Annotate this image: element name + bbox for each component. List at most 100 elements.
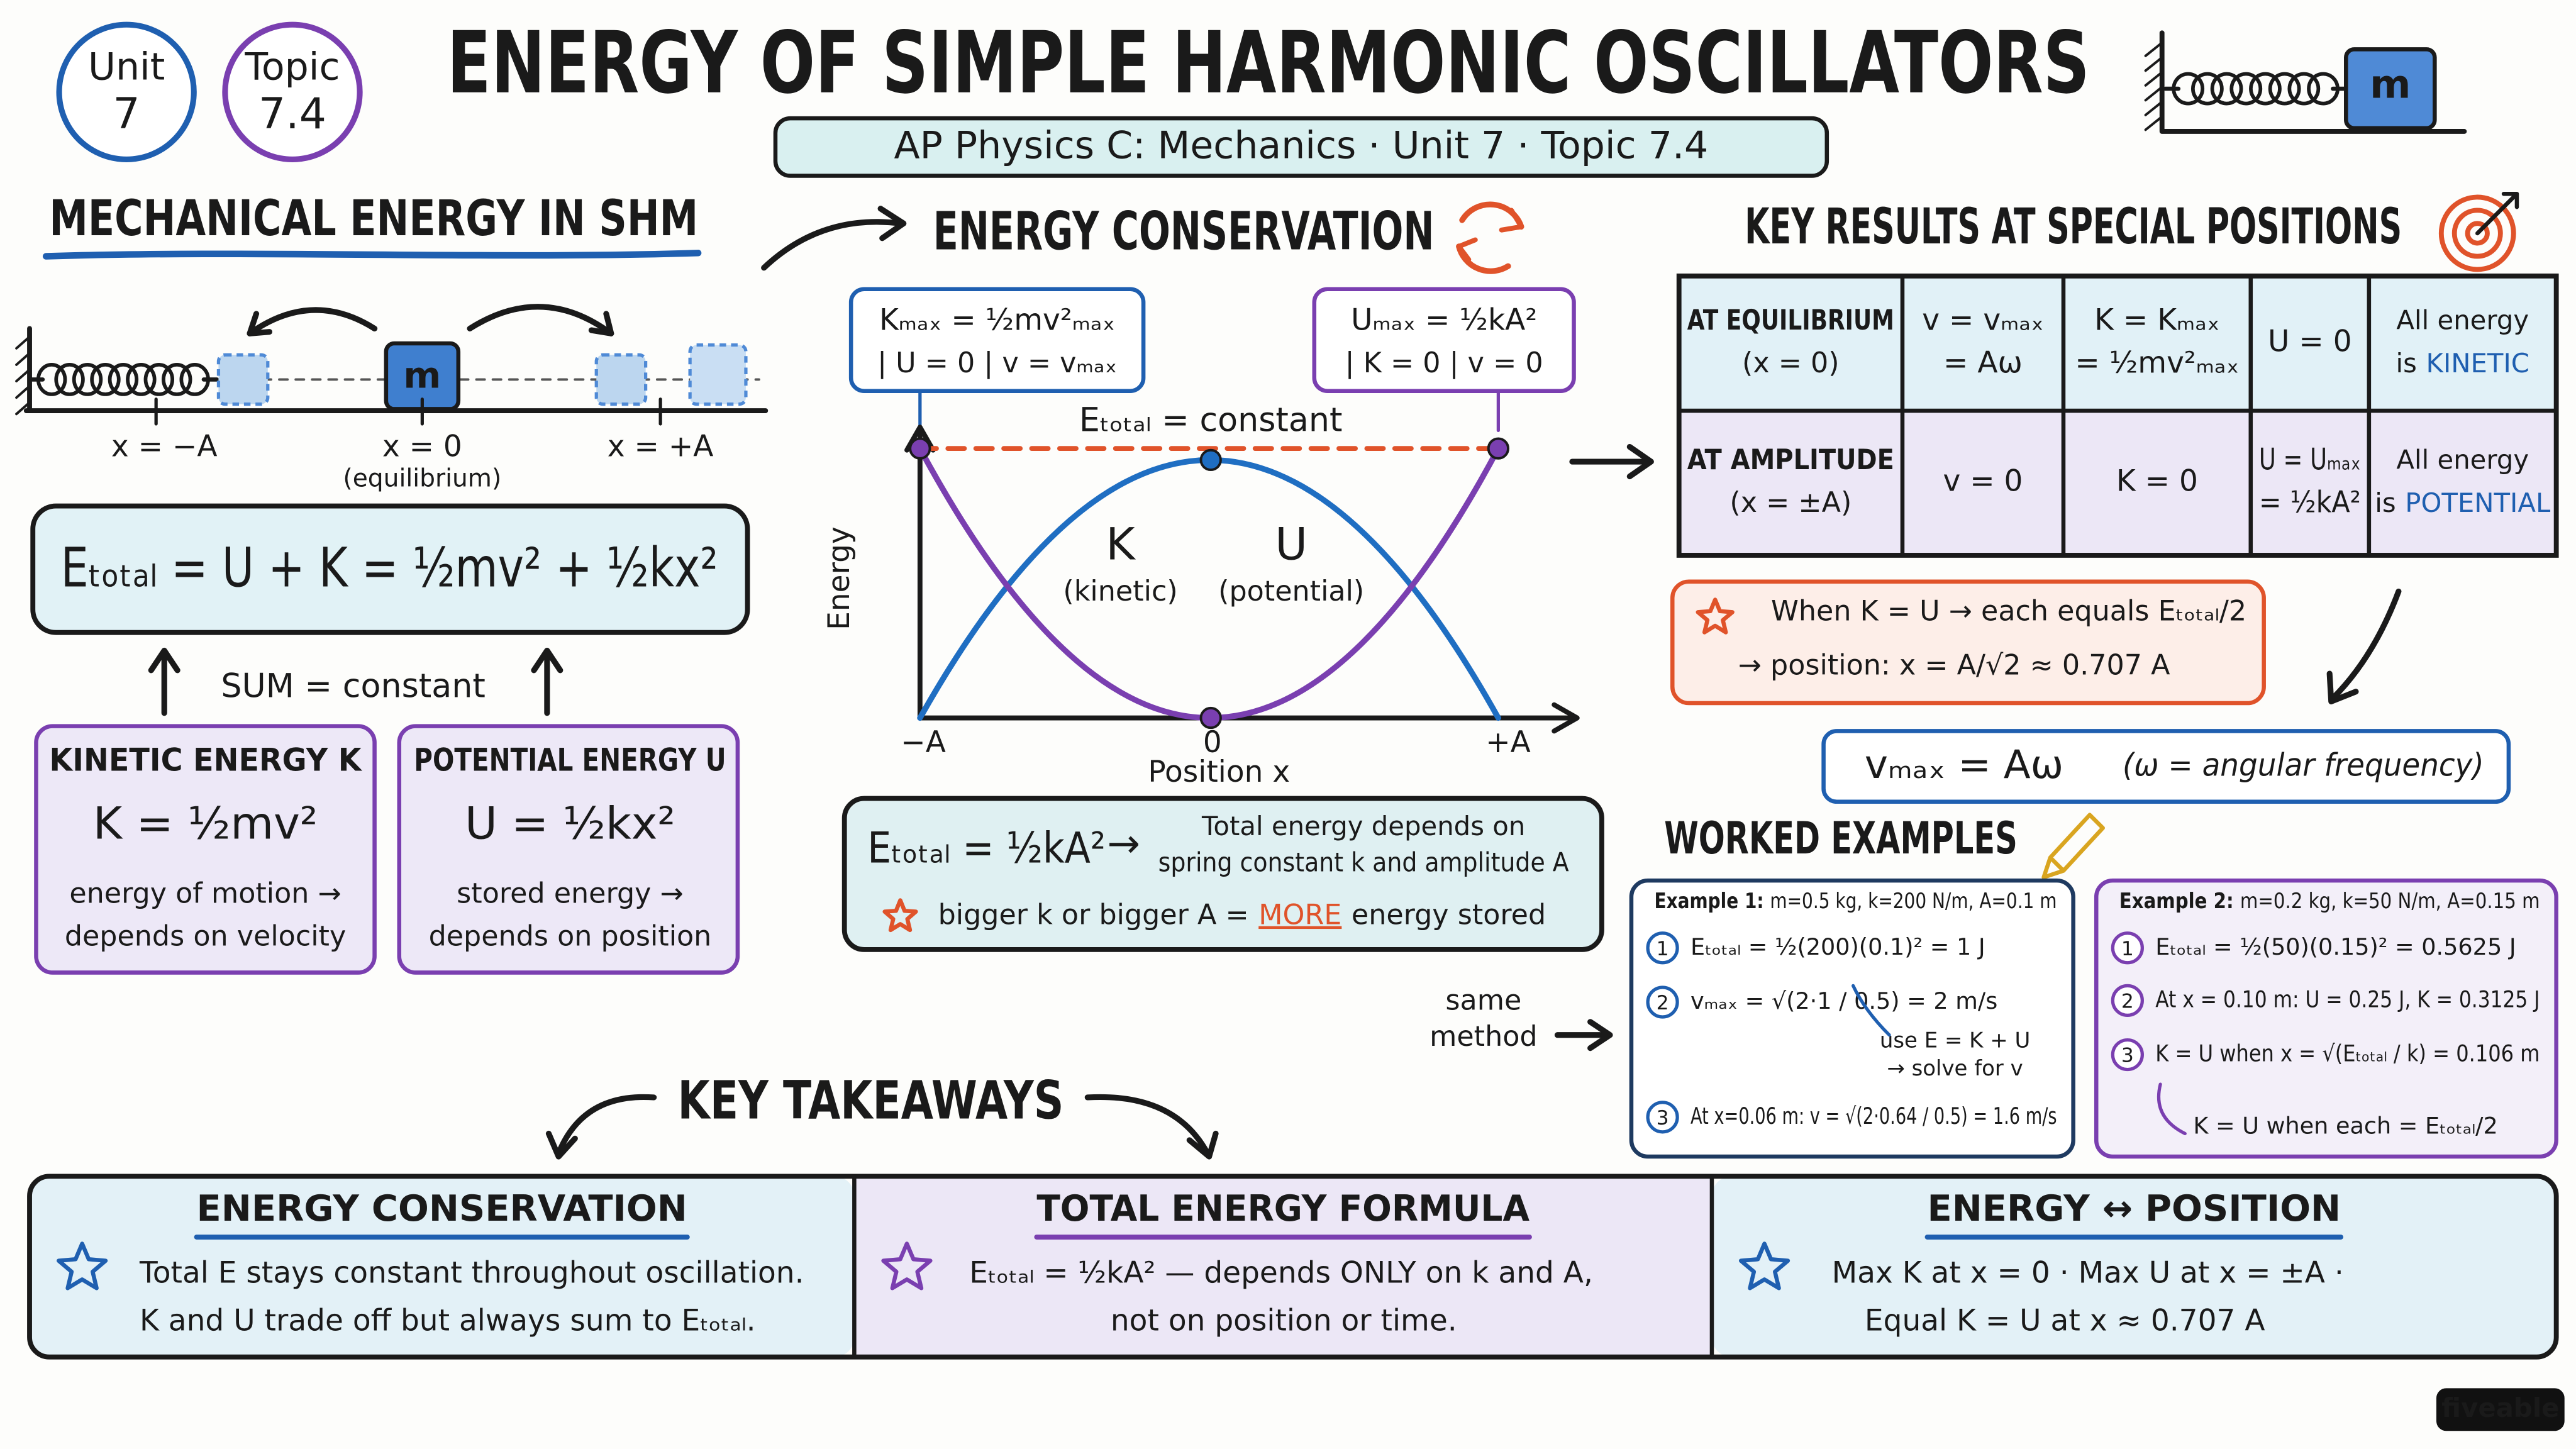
step-text: At x=0.06 m: v = √(2·0.64 / 0.5) = 1.6 m… (1690, 1102, 2057, 1130)
panel (30, 1176, 855, 1357)
label-part: m=0.2 kg, k=50 N/m, A=0.15 m (2240, 889, 2540, 914)
label-part: POTENTIAL (2405, 487, 2551, 518)
block-label: m (2370, 62, 2411, 108)
flow-arrow-head (1587, 1019, 1613, 1052)
step-text: vₘₐₓ = √(2·1 / 0.5) = 2 m/s (1690, 987, 1997, 1014)
panel-text: Eₜₒₜₐₗ = ½kA² — depends ONLY on k and A, (969, 1256, 1593, 1291)
panel (1711, 1176, 2557, 1357)
spring-coil (36, 363, 67, 396)
panel-text: Total E stays constant throughout oscill… (139, 1256, 804, 1291)
panel-title: ENERGY CONSERVATION (197, 1187, 687, 1230)
table-cell: is KINETIC (2396, 347, 2529, 378)
badge-text: 7 (113, 89, 140, 139)
section-heading: MECHANICAL ENERGY IN SHM (49, 190, 698, 247)
takeaway-border (27, 1174, 2559, 1360)
hatch (2144, 70, 2163, 87)
ghost-block (216, 353, 270, 406)
badge-text: Topic (244, 45, 340, 89)
label-part: KINETIC (2426, 347, 2529, 378)
formula-box (30, 503, 750, 635)
spring-coil (54, 363, 85, 396)
table-cell: v = 0 (1943, 464, 2023, 499)
step-number: 1 (1657, 938, 1669, 960)
callout-text: Uₘₐₓ = ½kA² (1351, 303, 1537, 338)
hatch (15, 368, 31, 382)
callout-text: → position: x = A/√2 ≈ 0.707 A (1738, 650, 2170, 682)
page-title: ENERGY OF SIMPLE HARMONIC OSCILLATORS (447, 14, 2090, 113)
formula: Eₜₒₜₐₗ = ½kA² (867, 824, 1106, 874)
table-cell: = Aω (1943, 345, 2023, 380)
hatch (2144, 41, 2163, 57)
flow-arrow (2329, 588, 2402, 701)
panel-text: K and U trade off but always sum to Eₜₒₜ… (140, 1303, 756, 1338)
table-cell: AT AMPLITUDE (1687, 444, 1894, 476)
hatch (15, 352, 31, 366)
step-marker (2111, 1038, 2144, 1072)
equal-box (1670, 579, 2266, 706)
panel-title: ENERGY ↔ POSITION (1927, 1187, 2341, 1230)
motion-arrow-head (588, 311, 614, 336)
energy-card (397, 724, 740, 975)
formula: U = ½kx² (465, 797, 675, 849)
curve-point (1199, 706, 1222, 730)
label-part: is (2396, 347, 2417, 378)
table-cell: = ½kA² (2259, 485, 2361, 519)
table-row (1679, 275, 2557, 411)
label-part: Example 2: (2119, 889, 2234, 914)
summary-text: Total energy depends on (1201, 811, 1525, 841)
x-tick-label: 0 (1203, 725, 1222, 760)
star-icon (1738, 1241, 1790, 1291)
x-axis-head (1552, 702, 1580, 734)
hatch (2144, 100, 2163, 116)
step-marker (1646, 1101, 1679, 1134)
formula: vₘₐₓ = Aω (1865, 741, 2063, 787)
block (2344, 47, 2437, 131)
sum-arrow-head (148, 647, 180, 674)
badge-circle (56, 21, 197, 162)
summary-text: spring constant k and amplitude A (1158, 847, 1569, 878)
hatch (15, 401, 31, 416)
table-cell: U = Uₘₐₓ (2259, 443, 2361, 477)
target-icon (2465, 221, 2490, 246)
flow-arrow (761, 219, 904, 271)
curve-label: Eₜₒₜₐₗ = constant (1079, 401, 1343, 439)
callout-text: Kₘₐₓ = ½mv²ₘₐₓ (879, 303, 1115, 338)
position-note: (equilibrium) (343, 464, 501, 492)
table-row (1679, 411, 2557, 555)
callout-text: | K = 0 | v = 0 (1345, 347, 1543, 379)
spring-coil (2172, 72, 2205, 106)
spring-coil (2287, 72, 2321, 106)
curve-point (909, 437, 931, 460)
step-number: 2 (1657, 992, 1669, 1014)
wall (2159, 30, 2467, 134)
card-text: depends on position (429, 921, 712, 953)
section-heading: KEY TAKEAWAYS (678, 1069, 1064, 1131)
step-text: Eₜₒₜₐₗ = ½(200)(0.1)² = 1 J (1690, 933, 1985, 960)
section-heading: ENERGY CONSERVATION (933, 200, 1435, 262)
step-number: 3 (1657, 1107, 1669, 1130)
spring-coil (162, 363, 192, 396)
step-text: K = U when x = √(Eₜₒₜₐₗ / k) = 0.106 m (2155, 1040, 2540, 1067)
motion-arrow (467, 304, 614, 336)
target-icon (2451, 208, 2503, 259)
section-heading: WORKED EXAMPLES (1664, 813, 2018, 864)
ghost-block (688, 343, 748, 406)
flow-arrow-head (2326, 670, 2359, 704)
spring-coil (2249, 72, 2282, 106)
spring-coil (143, 363, 175, 396)
hatch (15, 335, 31, 350)
target-icon (2438, 194, 2516, 272)
curve-label: U (1275, 518, 1307, 570)
panel-text: Max K at x = 0 · Max U at x = ±A · (1832, 1256, 2344, 1291)
badge-text: Unit (88, 45, 165, 89)
star-icon (881, 1241, 933, 1291)
hint-arrow (2157, 1082, 2187, 1136)
step-marker (2111, 984, 2144, 1017)
spring-coil (2210, 72, 2243, 106)
curve-label: K (1106, 518, 1136, 570)
spring-coil (126, 363, 157, 396)
callout-text: | U = 0 | v = vₘₐₓ (877, 347, 1117, 379)
panel-title: TOTAL ENERGY FORMULA (1036, 1187, 1530, 1230)
hint-text: use E = K + U (1880, 1028, 2030, 1053)
